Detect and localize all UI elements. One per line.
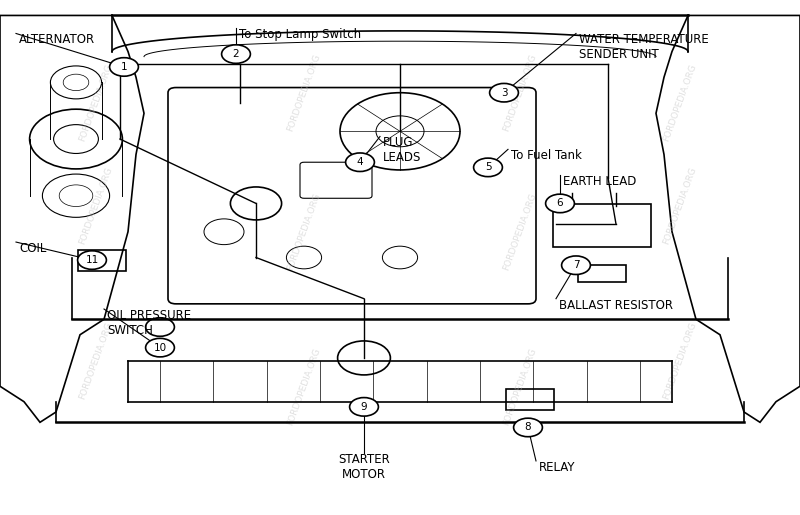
Circle shape [474,158,502,177]
Text: COIL: COIL [19,242,46,255]
Text: PLUG
LEADS: PLUG LEADS [383,136,422,164]
Text: 5: 5 [485,162,491,173]
Text: ALTERNATOR: ALTERNATOR [19,33,95,46]
Text: WATER TEMPERATURE
SENDER UNIT: WATER TEMPERATURE SENDER UNIT [579,33,709,61]
Text: 6: 6 [557,198,563,209]
Text: 3: 3 [501,88,507,98]
Circle shape [546,194,574,213]
Circle shape [78,251,106,269]
Text: FORDOPEDIA.ORG: FORDOPEDIA.ORG [78,166,114,246]
Text: To Stop Lamp Switch: To Stop Lamp Switch [239,28,362,41]
Text: RELAY: RELAY [539,461,576,474]
Text: FORDOPEDIA.ORG: FORDOPEDIA.ORG [662,320,698,401]
Circle shape [110,58,138,76]
Text: 8: 8 [525,422,531,433]
Text: FORDOPEDIA.ORG: FORDOPEDIA.ORG [286,53,322,133]
Text: 10: 10 [154,342,166,353]
Text: FORDOPEDIA.ORG: FORDOPEDIA.ORG [502,53,538,133]
Text: 4: 4 [357,157,363,167]
Text: FORDOPEDIA.ORG: FORDOPEDIA.ORG [502,346,538,426]
Circle shape [222,45,250,63]
Text: FORDOPEDIA.ORG: FORDOPEDIA.ORG [286,192,322,272]
Text: FORDOPEDIA.ORG: FORDOPEDIA.ORG [662,166,698,246]
Text: FORDOPEDIA.ORG: FORDOPEDIA.ORG [502,192,538,272]
Text: FORDOPEDIA.ORG: FORDOPEDIA.ORG [286,346,322,426]
Circle shape [514,418,542,437]
Text: 7: 7 [573,260,579,270]
Text: OIL PRESSURE
SWITCH: OIL PRESSURE SWITCH [107,309,191,337]
Text: FORDOPEDIA.ORG: FORDOPEDIA.ORG [78,320,114,401]
Circle shape [490,83,518,102]
Circle shape [562,256,590,274]
Text: BALLAST RESISTOR: BALLAST RESISTOR [559,299,673,312]
Text: EARTH LEAD: EARTH LEAD [563,175,637,188]
Circle shape [350,398,378,416]
Text: 2: 2 [233,49,239,59]
Text: To Fuel Tank: To Fuel Tank [511,149,582,162]
Text: FORDOPEDIA.ORG: FORDOPEDIA.ORG [662,63,698,143]
Text: 9: 9 [361,402,367,412]
Text: 1: 1 [121,62,127,72]
Text: 11: 11 [86,255,98,265]
Circle shape [146,338,174,357]
Text: STARTER
MOTOR: STARTER MOTOR [338,453,390,481]
Circle shape [346,153,374,171]
Text: FORDOPEDIA.ORG: FORDOPEDIA.ORG [78,63,114,143]
